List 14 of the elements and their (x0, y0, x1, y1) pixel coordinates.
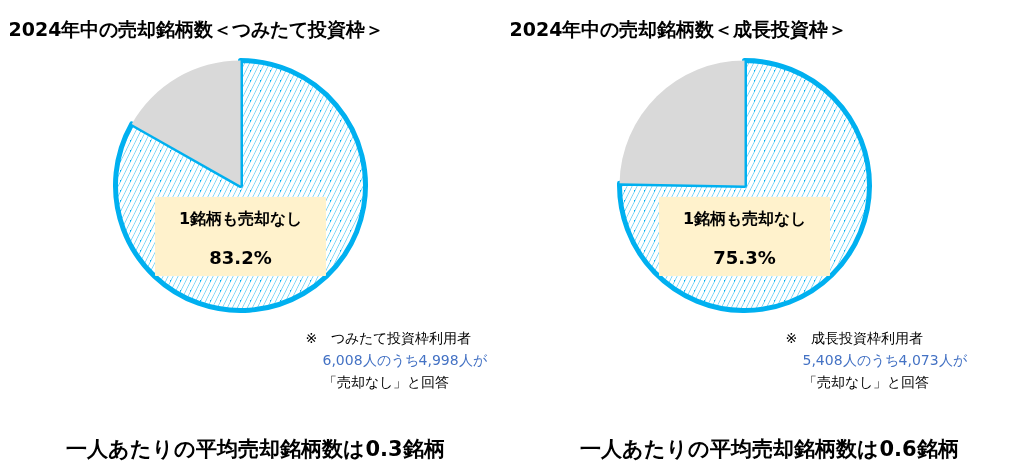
slice-label: 1銘柄も売却なし (178, 209, 303, 228)
data-label: 83.2% (209, 247, 272, 268)
text: 5,408人のうち4,073人が (802, 351, 968, 368)
chart-title: 2024年中の売却銘柄数＜成長投資枠＞ (509, 17, 848, 40)
text: 「売却なし」と回答 (802, 373, 929, 390)
text: 「売却なし」と回答 (322, 373, 449, 390)
text: ※ つみたて投資枠利用者 (305, 329, 472, 346)
text: ※ 成長投資枠利用者 (785, 329, 924, 346)
chart-title: 2024年中の売却銘柄数＜つみたて投資枠＞ (8, 17, 385, 40)
text: 一人あたりの平均売却銘柄数は0.6銘柄 (580, 436, 959, 461)
data-label: 75.3% (713, 247, 776, 268)
text: 6,008人のうち4,998人が (322, 351, 488, 368)
slice-label: 1銘柄も売却なし (682, 209, 807, 228)
text: 一人あたりの平均売却銘柄数は0.3銘柄 (66, 436, 445, 461)
